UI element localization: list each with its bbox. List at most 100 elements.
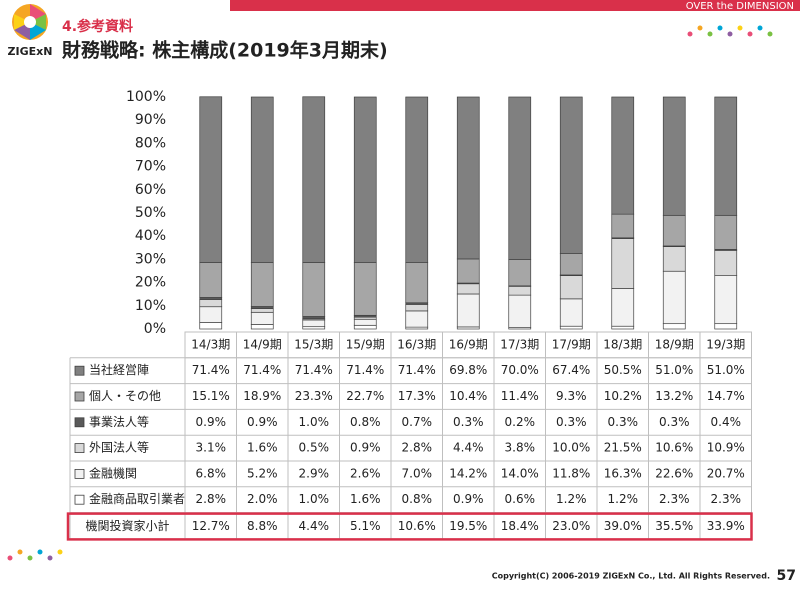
table-cell: 10.0% xyxy=(552,441,590,455)
legend-label: 当社経営陣 xyxy=(89,362,149,377)
table-cell: 71.4% xyxy=(192,363,230,377)
bar-segment xyxy=(353,262,377,316)
table-cell: 1.6% xyxy=(247,441,278,455)
bar-segment xyxy=(199,262,223,298)
bar-segment xyxy=(611,288,635,327)
page-number: 57 xyxy=(777,568,796,584)
table-cell: 13.2% xyxy=(655,389,693,403)
bar-segment xyxy=(405,262,429,304)
table-cell: 20.7% xyxy=(707,466,745,480)
table-cell: 1.0% xyxy=(299,415,330,429)
legend-label: 事業法人等 xyxy=(89,415,149,429)
subtotal-cell: 19.5% xyxy=(449,519,487,533)
bar-segment xyxy=(405,310,429,328)
legend-swatch xyxy=(74,443,85,454)
bar-segment xyxy=(250,311,274,325)
table-cell: 70.0% xyxy=(501,363,539,377)
table-cell: 14.0% xyxy=(501,466,539,480)
bar-segment xyxy=(456,96,480,260)
table-cell: 0.2% xyxy=(505,415,536,429)
table-cell: 0.3% xyxy=(453,415,484,429)
bar-segment xyxy=(250,262,274,307)
bar-segment xyxy=(611,238,635,289)
bar-segment xyxy=(714,250,738,276)
y-tick-label: 40% xyxy=(135,228,166,244)
table-cell: 2.3% xyxy=(711,492,742,506)
bar-segment xyxy=(559,298,583,327)
legend-swatch xyxy=(74,468,85,479)
table-cell: 10.9% xyxy=(707,441,745,455)
table-cell: 0.4% xyxy=(711,415,742,429)
legend-label: 金融機関 xyxy=(89,465,137,480)
decoration-dots xyxy=(7,25,773,561)
table-cell: 0.3% xyxy=(608,415,639,429)
legend-label: 個人・その他 xyxy=(89,389,161,403)
bar-segment xyxy=(662,246,686,272)
table-cell: 2.6% xyxy=(350,466,381,480)
bar-segment xyxy=(353,96,377,263)
table-cell: 50.5% xyxy=(604,363,642,377)
bar-segment xyxy=(559,96,583,254)
bar-segment xyxy=(714,214,738,250)
y-tick-label: 80% xyxy=(135,135,166,151)
table-cell: 3.1% xyxy=(196,441,227,455)
copyright: Copyright(C) 2006-2019 ZIGExN Co., Ltd. … xyxy=(492,572,770,581)
table-cell: 0.9% xyxy=(196,415,227,429)
table-cell: 71.4% xyxy=(295,363,333,377)
table-cell: 0.7% xyxy=(402,415,433,429)
bar-segment xyxy=(405,96,429,263)
table-cell: 1.2% xyxy=(608,492,639,506)
table-cell: 17.3% xyxy=(398,389,436,403)
table-cell: 14.7% xyxy=(707,389,745,403)
bar-segment xyxy=(508,285,532,296)
table-cell: 69.8% xyxy=(449,363,487,377)
table-cell: 0.8% xyxy=(350,415,381,429)
y-tick-label: 20% xyxy=(135,275,166,291)
logo xyxy=(12,4,48,40)
x-tick-label: 17/9期 xyxy=(552,337,591,351)
table-cell: 3.8% xyxy=(505,441,536,455)
table-cell: 2.8% xyxy=(402,441,433,455)
bar-segment xyxy=(250,324,274,330)
legend-swatch xyxy=(74,417,85,428)
x-tick-label: 15/3期 xyxy=(294,337,333,351)
table-cell: 0.8% xyxy=(402,492,433,506)
bar-segment xyxy=(250,96,274,263)
table-cell: 0.3% xyxy=(659,415,690,429)
table-cell: 11.8% xyxy=(552,466,590,480)
table-cell: 2.0% xyxy=(247,492,278,506)
table-cell: 16.3% xyxy=(604,466,642,480)
bar-segment xyxy=(611,325,635,330)
table-cell: 2.9% xyxy=(299,466,330,480)
logo-text: ZIGExN xyxy=(8,45,53,58)
table-cell: 14.2% xyxy=(449,466,487,480)
table-cell: 71.4% xyxy=(346,363,384,377)
table-cell: 22.6% xyxy=(655,466,693,480)
bar-segment xyxy=(199,322,223,330)
x-tick-label: 18/3期 xyxy=(603,337,642,351)
bar-segment xyxy=(199,306,223,323)
bar-segment xyxy=(611,96,635,215)
table-cell: 0.6% xyxy=(505,492,536,506)
x-tick-label: 16/9期 xyxy=(449,337,488,351)
y-tick-label: 90% xyxy=(135,112,166,128)
subtotal-cell: 33.9% xyxy=(707,519,745,533)
table-cell: 23.3% xyxy=(295,389,333,403)
table-cell: 2.3% xyxy=(659,492,690,506)
table-cell: 1.6% xyxy=(350,492,381,506)
table-cell: 9.3% xyxy=(556,389,587,403)
bar-segment xyxy=(559,275,583,300)
bar-segment xyxy=(250,308,274,313)
top-bar xyxy=(230,0,800,11)
legend-label: 金融商品取引業者 xyxy=(89,491,185,506)
y-tick-label: 100% xyxy=(126,89,166,105)
bar-segment xyxy=(353,324,377,330)
table-cell: 10.6% xyxy=(655,441,693,455)
table-cell: 7.0% xyxy=(402,466,433,480)
table-cell: 4.4% xyxy=(453,441,484,455)
y-tick-label: 10% xyxy=(135,298,166,314)
table-cell: 22.7% xyxy=(346,389,384,403)
table-cell: 0.3% xyxy=(556,415,587,429)
